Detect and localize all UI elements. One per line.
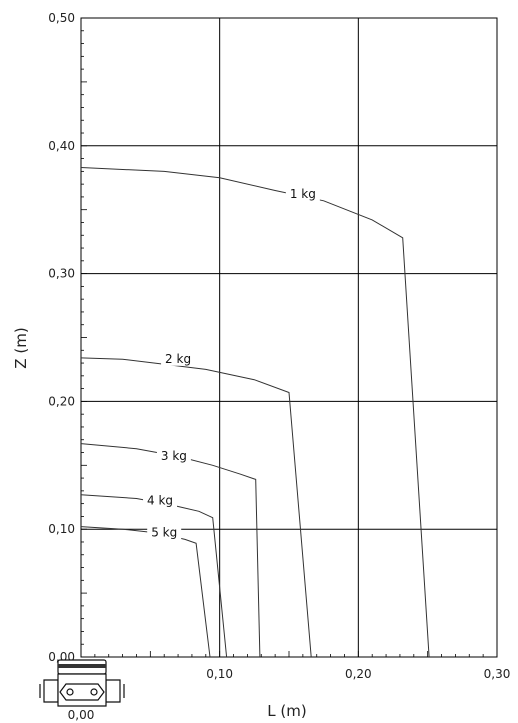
curve-label: 4 kg bbox=[147, 494, 173, 508]
curve-label: 3 kg bbox=[161, 449, 187, 463]
x-tick-label: 0,10 bbox=[206, 667, 233, 681]
curve-label: 5 kg bbox=[151, 526, 177, 540]
machine-base-icon bbox=[39, 659, 125, 707]
curve-5-kg bbox=[80, 526, 211, 658]
origin-x-label: 0,00 bbox=[68, 708, 95, 722]
curve-label-bg bbox=[156, 448, 191, 463]
y-tick-label: 0,20 bbox=[48, 394, 75, 408]
curve-1-kg bbox=[80, 167, 430, 658]
curves bbox=[80, 167, 430, 658]
labels: 0,000,100,200,300,400,500,10 0,20 0,301 kg… bbox=[48, 11, 510, 681]
y-tick-label: 0,30 bbox=[48, 267, 75, 281]
curve-4-kg bbox=[80, 494, 228, 658]
grid bbox=[80, 17, 498, 658]
y-tick-label: 0,10 bbox=[48, 522, 75, 536]
y-axis-title: Z (m) bbox=[12, 327, 30, 368]
curve-label-bg bbox=[285, 186, 320, 201]
x-axis-title: L (m) bbox=[267, 702, 306, 720]
curve-label-bg bbox=[143, 493, 178, 508]
y-tick-label: 0,50 bbox=[48, 11, 75, 25]
x-tick-label: 0,20 bbox=[345, 667, 372, 681]
curve-label: 2 kg bbox=[165, 352, 191, 366]
curve-2-kg bbox=[80, 357, 312, 658]
curve-label-bg bbox=[161, 351, 196, 366]
y-tick-label: 0,40 bbox=[48, 139, 75, 153]
curve-3-kg bbox=[80, 443, 261, 658]
curve-label: 1 kg bbox=[290, 187, 316, 201]
x-tick-label: 0,30 bbox=[484, 667, 511, 681]
plot-frame bbox=[80, 17, 498, 658]
curve-label-bg bbox=[147, 525, 182, 540]
